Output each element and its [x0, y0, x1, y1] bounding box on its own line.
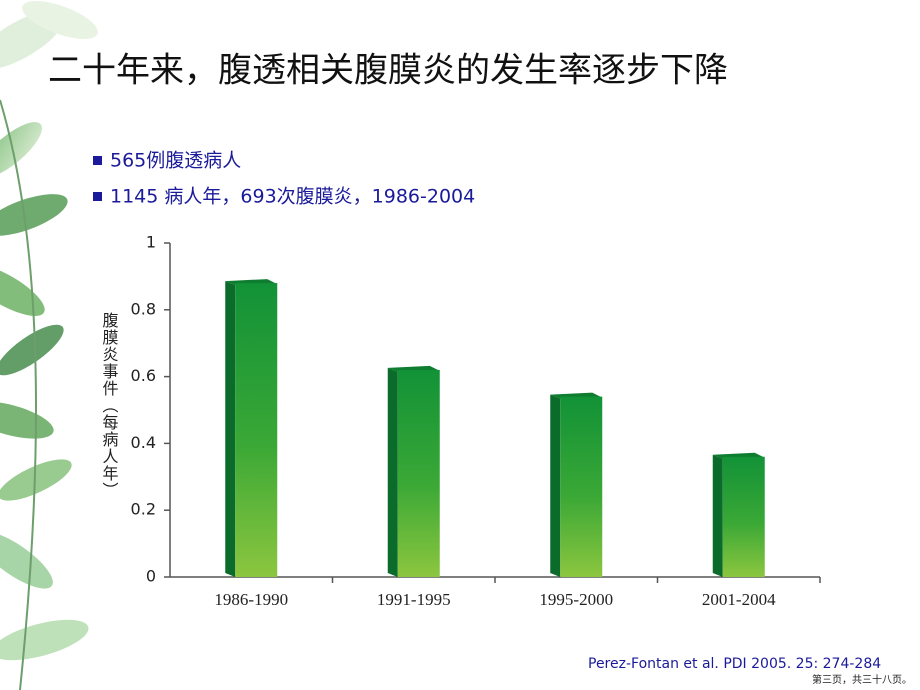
citation: Perez-Fontan et al. PDI 2005. 25: 274-28… — [588, 656, 881, 672]
bar-side — [387, 367, 398, 577]
x-tick-label: 1986-1990 — [214, 590, 288, 609]
y-tick-label: 0 — [146, 567, 156, 586]
x-tick-label: 1995-2000 — [539, 590, 613, 609]
bar-side — [712, 454, 723, 577]
y-tick-label: 0.8 — [131, 299, 156, 318]
leaf-decoration — [0, 1, 98, 690]
bar — [397, 369, 440, 577]
bullet: 565例腹透病人 — [110, 150, 241, 172]
bar-side — [550, 394, 561, 577]
x-tick-label: 1991-1995 — [377, 590, 451, 609]
page-footer: 第三页，共三十八页。 — [812, 673, 912, 686]
x-tick-label: 2001-2004 — [702, 590, 776, 609]
slide-title: 二十年来，腹透相关腹膜炎的发生率逐步下降 — [48, 51, 728, 91]
y-tick-label: 1 — [146, 233, 156, 252]
bar — [560, 396, 603, 577]
bullet: 1145 病人年，693次腹膜炎，1986-2004 — [110, 186, 475, 208]
bar — [235, 283, 278, 577]
bar-side — [225, 281, 236, 577]
bar — [722, 456, 765, 577]
y-tick-label: 0.4 — [131, 433, 156, 452]
bullet-marker — [93, 156, 102, 165]
bullet-marker — [93, 192, 102, 201]
y-axis-title: 腹膜炎事件（每病人年） — [100, 312, 119, 499]
y-tick-label: 0.2 — [131, 500, 156, 519]
y-tick-label: 0.6 — [131, 366, 156, 385]
